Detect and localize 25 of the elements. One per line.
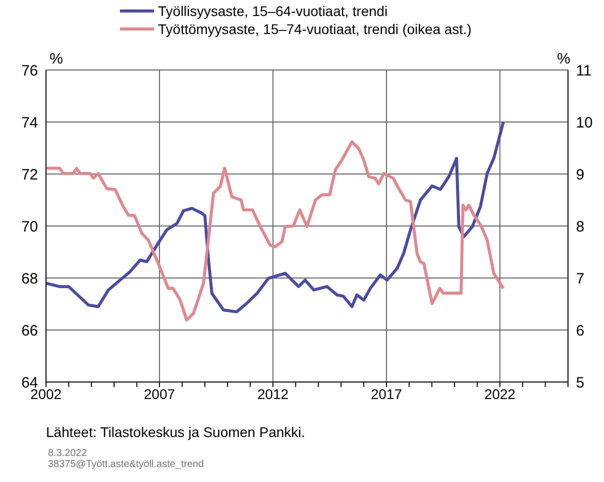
x-tick-label: 2007 bbox=[144, 386, 176, 402]
y2-tick-label: 11 bbox=[576, 62, 592, 80]
y-axis-title: % bbox=[50, 50, 63, 68]
y2-tick-label: 10 bbox=[576, 114, 593, 132]
y2-axis-title: % bbox=[557, 50, 570, 68]
y-tick-label: 74 bbox=[21, 114, 38, 132]
y-tick-label: 72 bbox=[21, 166, 38, 184]
text: 8.3.2022 bbox=[48, 448, 88, 459]
y2-tick-label: 8 bbox=[576, 218, 584, 236]
y-tick-label: 68 bbox=[21, 270, 38, 288]
y2-tick-label: 9 bbox=[576, 166, 584, 184]
x-tick-label: 2022 bbox=[484, 386, 516, 402]
y2-tick-label: 6 bbox=[576, 322, 584, 340]
y-tick-label: 70 bbox=[21, 218, 38, 236]
y2-tick-label: 5 bbox=[576, 374, 584, 392]
legend-label: Työllisyysaste, 15–64-vuotiaat, trendi bbox=[158, 3, 388, 19]
x-tick-label: 2017 bbox=[370, 386, 402, 402]
y-tick-label: 66 bbox=[21, 322, 38, 340]
text: Lähteet: Tilastokeskus ja Suomen Pankki. bbox=[46, 424, 306, 440]
y2-tick-label: 7 bbox=[576, 270, 584, 288]
text: 38375@Tyött.aste&työll.aste_trend bbox=[48, 459, 205, 470]
y-tick-label: 76 bbox=[21, 62, 38, 80]
x-tick-label: 2012 bbox=[257, 386, 289, 402]
x-tick-label: 2002 bbox=[30, 386, 62, 402]
legend-label: Työttömyysaste, 15–74-vuotiaat, trendi (oikea ast.) bbox=[158, 21, 472, 37]
